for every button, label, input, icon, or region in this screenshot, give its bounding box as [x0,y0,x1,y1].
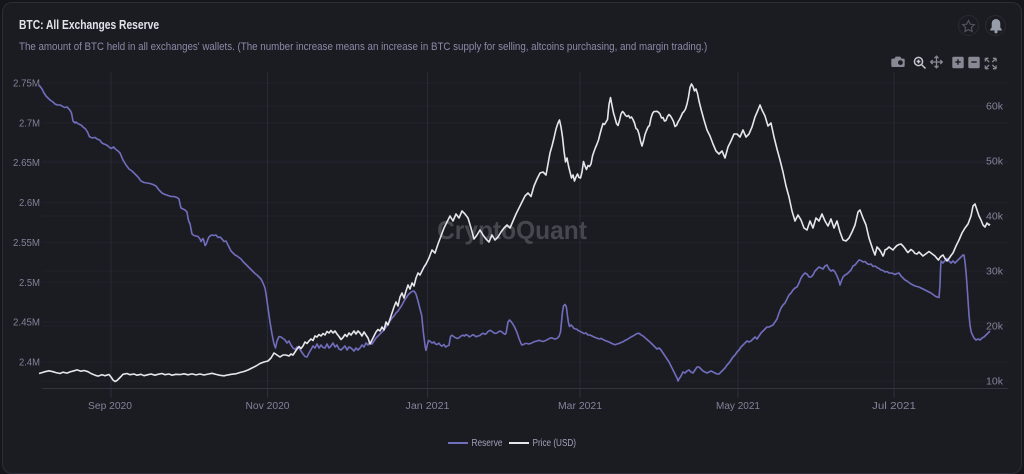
svg-text:60k: 60k [986,102,1004,113]
svg-text:10k: 10k [986,377,1004,388]
svg-text:30k: 30k [986,267,1004,278]
svg-text:2.45M: 2.45M [13,318,40,329]
svg-text:May 2021: May 2021 [716,401,760,412]
svg-text:2.5M: 2.5M [19,278,40,289]
svg-text:Price (USD): Price (USD) [533,438,577,449]
svg-text:Reserve: Reserve [472,438,503,449]
svg-text:2.4M: 2.4M [19,358,40,369]
svg-text:2.6M: 2.6M [19,198,40,209]
svg-text:Jul 2021: Jul 2021 [872,401,917,412]
svg-text:Jan 2021: Jan 2021 [406,401,450,412]
svg-text:40k: 40k [986,212,1004,223]
svg-text:Sep 2020: Sep 2020 [88,401,132,412]
svg-text:Nov 2020: Nov 2020 [246,401,290,412]
svg-text:Mar 2021: Mar 2021 [558,401,602,412]
svg-text:20k: 20k [986,322,1004,333]
svg-text:50k: 50k [986,157,1004,168]
svg-text:2.65M: 2.65M [13,158,40,169]
svg-text:2.55M: 2.55M [13,238,40,249]
svg-text:2.7M: 2.7M [19,118,40,129]
svg-text:2.75M: 2.75M [13,79,40,90]
